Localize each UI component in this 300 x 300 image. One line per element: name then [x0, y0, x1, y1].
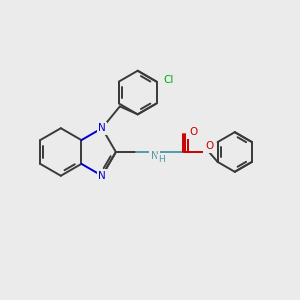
Text: N: N: [98, 123, 106, 133]
Text: N: N: [151, 151, 158, 161]
Text: N: N: [98, 171, 106, 181]
Text: Cl: Cl: [163, 75, 174, 85]
Text: H: H: [158, 155, 165, 164]
Text: O: O: [189, 127, 197, 137]
Text: O: O: [205, 141, 213, 151]
